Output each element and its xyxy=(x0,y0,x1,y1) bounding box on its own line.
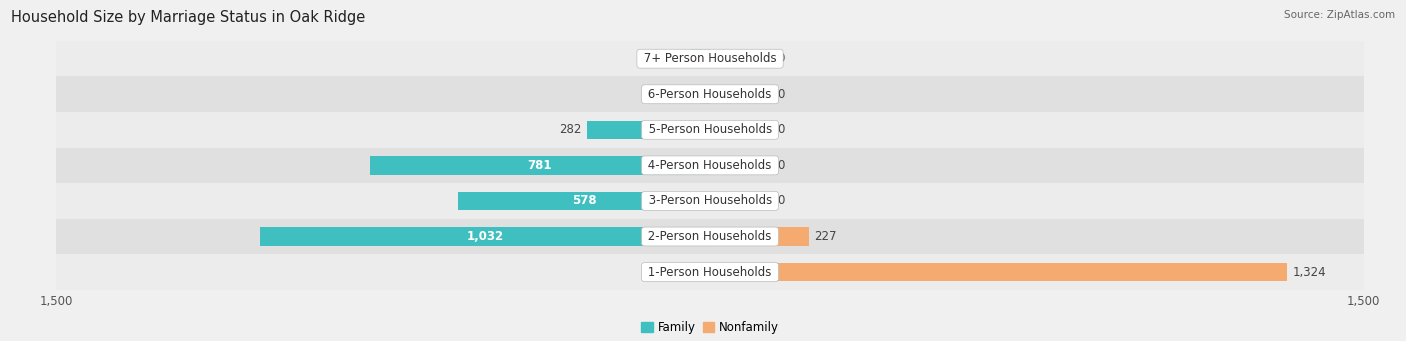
Text: 578: 578 xyxy=(572,194,596,207)
Bar xyxy=(260,227,710,246)
Text: 0: 0 xyxy=(778,88,785,101)
Bar xyxy=(56,254,1364,290)
Bar xyxy=(588,121,710,139)
Text: 282: 282 xyxy=(560,123,582,136)
Text: 781: 781 xyxy=(527,159,553,172)
Text: 1,324: 1,324 xyxy=(1292,266,1326,279)
Text: 1-Person Households: 1-Person Households xyxy=(644,266,776,279)
Text: 7+ Person Households: 7+ Person Households xyxy=(640,52,780,65)
Bar xyxy=(56,219,1364,254)
Text: Source: ZipAtlas.com: Source: ZipAtlas.com xyxy=(1284,10,1395,20)
Bar xyxy=(56,41,1364,76)
Text: 22: 22 xyxy=(681,88,695,101)
Text: 0: 0 xyxy=(778,194,785,207)
Text: 1,032: 1,032 xyxy=(467,230,503,243)
Text: 2-Person Households: 2-Person Households xyxy=(644,230,776,243)
Bar xyxy=(700,85,710,104)
Bar xyxy=(710,263,1286,281)
Text: 5-Person Households: 5-Person Households xyxy=(644,123,776,136)
Text: 0: 0 xyxy=(778,123,785,136)
Text: 0: 0 xyxy=(778,52,785,65)
Bar xyxy=(370,156,710,175)
Text: 4-Person Households: 4-Person Households xyxy=(644,159,776,172)
Text: 227: 227 xyxy=(814,230,837,243)
Bar xyxy=(458,192,710,210)
Bar xyxy=(56,183,1364,219)
Bar xyxy=(710,227,808,246)
Bar xyxy=(692,49,710,68)
Bar xyxy=(56,148,1364,183)
Text: 6-Person Households: 6-Person Households xyxy=(644,88,776,101)
Bar xyxy=(56,112,1364,148)
Text: 43: 43 xyxy=(671,52,686,65)
Text: 3-Person Households: 3-Person Households xyxy=(644,194,776,207)
Text: 0: 0 xyxy=(778,159,785,172)
Text: Household Size by Marriage Status in Oak Ridge: Household Size by Marriage Status in Oak… xyxy=(11,10,366,25)
Legend: Family, Nonfamily: Family, Nonfamily xyxy=(637,316,783,339)
Bar xyxy=(56,76,1364,112)
